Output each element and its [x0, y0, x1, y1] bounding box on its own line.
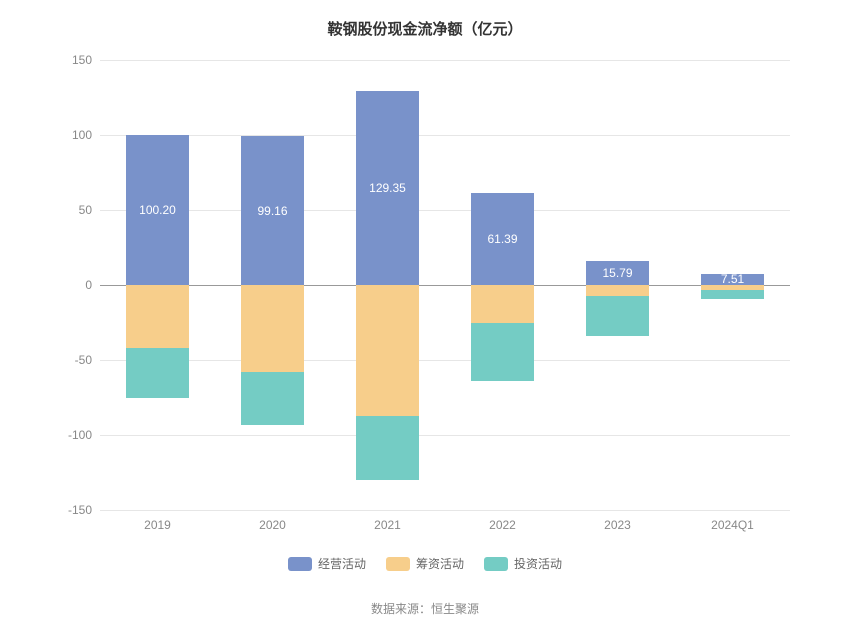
chart-container: 鞍钢股份现金流净额（亿元） -150-100-50050100150201910…: [0, 0, 850, 637]
zero-line: [100, 285, 790, 286]
bar-segment: [471, 323, 534, 382]
y-axis-label: 50: [79, 203, 92, 217]
legend-item[interactable]: 筹资活动: [386, 555, 464, 572]
plot-area: -150-100-500501001502019100.20202099.162…: [100, 60, 790, 510]
bar-segment: [241, 285, 304, 372]
x-axis-label: 2021: [374, 518, 401, 532]
gridline: [100, 135, 790, 136]
bar-segment: [471, 193, 534, 285]
legend-swatch: [484, 557, 508, 571]
bar-segment: [126, 348, 189, 398]
legend-label: 经营活动: [318, 555, 366, 572]
x-axis-label: 2024Q1: [711, 518, 754, 532]
y-axis-label: 100: [72, 128, 92, 142]
bar-segment: [241, 372, 304, 425]
gridline: [100, 360, 790, 361]
x-axis-label: 2019: [144, 518, 171, 532]
legend-item[interactable]: 经营活动: [288, 555, 366, 572]
bar-segment: [356, 416, 419, 481]
bar-segment: [586, 296, 649, 337]
y-axis-label: 150: [72, 53, 92, 67]
bar-segment: [586, 285, 649, 296]
legend-swatch: [288, 557, 312, 571]
x-axis-label: 2020: [259, 518, 286, 532]
legend-swatch: [386, 557, 410, 571]
gridline: [100, 60, 790, 61]
legend-label: 投资活动: [514, 555, 562, 572]
gridline: [100, 435, 790, 436]
chart-title: 鞍钢股份现金流净额（亿元）: [0, 0, 850, 49]
bar-segment: [471, 285, 534, 323]
y-axis-label: -150: [68, 503, 92, 517]
bar-segment: [356, 91, 419, 285]
x-axis-label: 2023: [604, 518, 631, 532]
gridline: [100, 210, 790, 211]
bar-segment: [126, 285, 189, 348]
y-axis-label: -50: [75, 353, 92, 367]
bar-segment: [701, 274, 764, 285]
bar-segment: [586, 261, 649, 285]
legend-item[interactable]: 投资活动: [484, 555, 562, 572]
bar-segment: [701, 290, 764, 299]
bar-segment: [241, 136, 304, 285]
gridline: [100, 510, 790, 511]
legend-label: 筹资活动: [416, 555, 464, 572]
x-axis-label: 2022: [489, 518, 516, 532]
bar-segment: [126, 135, 189, 285]
bar-segment: [356, 285, 419, 416]
y-axis-label: -100: [68, 428, 92, 442]
y-axis-label: 0: [85, 278, 92, 292]
data-source-text: 数据来源：恒生聚源: [0, 600, 850, 617]
legend: 经营活动 筹资活动 投资活动: [0, 555, 850, 576]
